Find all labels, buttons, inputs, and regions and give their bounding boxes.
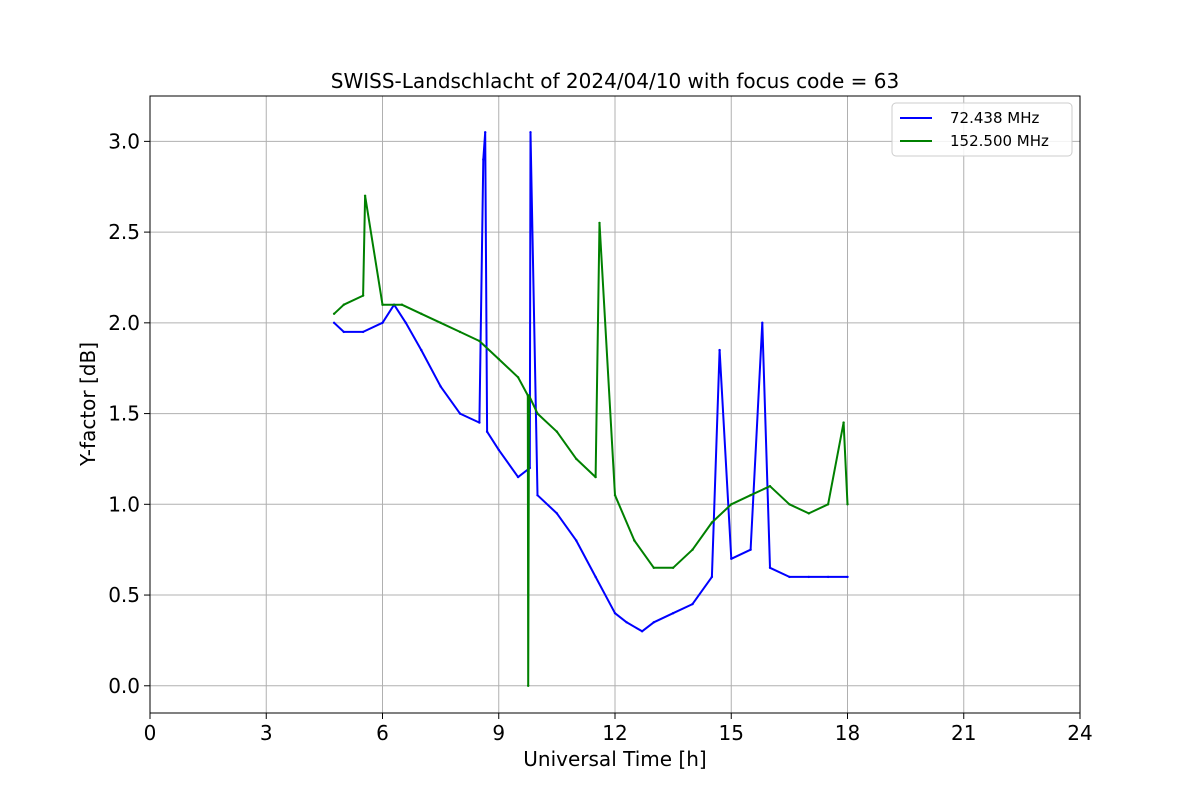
series-1-point xyxy=(536,412,539,415)
series-1-point xyxy=(363,194,367,197)
series-0-point xyxy=(718,348,721,352)
series-1-point xyxy=(458,330,462,334)
series-1-point xyxy=(527,394,531,397)
series-0-point xyxy=(575,539,578,542)
series-1-point xyxy=(613,494,617,497)
y-axis-label: Y-factor [dB] xyxy=(76,342,100,467)
series-0-point xyxy=(482,158,485,161)
series-1-point xyxy=(768,485,772,488)
series-1-point xyxy=(730,503,733,506)
series-1-point xyxy=(671,566,675,569)
series-1-point xyxy=(497,357,500,361)
series-1-point xyxy=(652,566,655,569)
series-1-point xyxy=(478,339,481,343)
series-1-point xyxy=(807,512,810,515)
x-axis: 0 3 6 9 12 15 18 21 24 xyxy=(144,713,1093,745)
series-0-point xyxy=(458,412,462,415)
series-1-point xyxy=(342,303,345,306)
series-0-point xyxy=(788,575,791,579)
series-0-point xyxy=(730,557,733,560)
x-tick-label: 6 xyxy=(376,721,389,745)
series-0-point xyxy=(516,475,520,479)
series-0-point xyxy=(361,330,365,334)
series-layer xyxy=(332,131,849,687)
y-tick-label: 1.5 xyxy=(108,402,140,426)
series-0-point xyxy=(478,421,481,424)
series-0-point xyxy=(807,575,810,579)
x-tick-label: 0 xyxy=(144,721,157,745)
legend-label-152-mhz: 152.500 MHz xyxy=(950,132,1049,150)
legend-box xyxy=(891,102,1073,157)
series-1-point xyxy=(516,376,520,379)
series-1-point xyxy=(361,294,365,297)
series-1-point xyxy=(332,312,336,315)
y-tick-label: 1.0 xyxy=(108,492,140,516)
x-tick-label: 9 xyxy=(492,721,505,745)
series-0-point xyxy=(332,321,336,324)
series-1-point xyxy=(381,303,384,306)
series-line-1 xyxy=(333,194,849,687)
x-tick-label: 18 xyxy=(835,721,860,745)
series-1-point xyxy=(439,321,442,324)
series-0-point xyxy=(846,575,849,579)
x-tick-label: 12 xyxy=(602,721,627,745)
series-1-point xyxy=(788,503,791,506)
x-tick-label: 24 xyxy=(1067,721,1092,745)
series-0-point xyxy=(497,448,500,452)
series-0-point xyxy=(749,548,752,551)
series-0-point xyxy=(484,131,487,134)
y-tick-label: 2.0 xyxy=(108,311,140,335)
series-1-point xyxy=(400,303,404,306)
y-tick-label: 0.5 xyxy=(108,583,140,607)
legend: 72.438 MHz 152.500 MHz xyxy=(891,102,1073,157)
series-0-point xyxy=(594,575,597,579)
series-0-point xyxy=(485,430,489,433)
series-0-point xyxy=(529,131,532,134)
series-0-point xyxy=(671,612,675,615)
series-1-point xyxy=(527,684,530,687)
y-tick-label: 2.5 xyxy=(108,220,140,244)
series-0-point xyxy=(381,321,384,324)
y-tick-label: 0.0 xyxy=(108,674,140,698)
series-0-point xyxy=(555,512,559,515)
series-0-point xyxy=(439,385,442,388)
series-1-point xyxy=(826,503,830,506)
series-0-point xyxy=(768,566,772,569)
series-0-point xyxy=(710,575,714,579)
x-tick-label: 3 xyxy=(260,721,273,745)
series-1-point xyxy=(575,457,578,461)
series-0-point xyxy=(536,494,539,497)
series-1-point xyxy=(598,221,601,225)
series-1-point xyxy=(846,503,849,506)
x-axis-label: Universal Time [h] xyxy=(523,747,706,771)
y-axis: 0.0 0.5 1.0 1.5 2.0 2.5 3.0 xyxy=(108,129,150,698)
series-0-point xyxy=(404,321,407,324)
series-1-point xyxy=(594,475,597,479)
series-0-point xyxy=(640,630,644,633)
series-0-point xyxy=(420,348,423,352)
series-0-point xyxy=(342,330,345,334)
series-0-point xyxy=(761,321,764,324)
series-1-point xyxy=(749,494,752,497)
series-0-point xyxy=(652,621,655,624)
series-1-point xyxy=(633,539,636,542)
series-1-point xyxy=(555,430,559,433)
series-0-point xyxy=(625,621,628,624)
series-1-point xyxy=(842,421,845,424)
series-0-point xyxy=(826,575,830,579)
series-1-point xyxy=(691,548,694,551)
legend-label-72-mhz: 72.438 MHz xyxy=(950,109,1039,127)
series-1-point xyxy=(710,521,714,524)
x-tick-label: 15 xyxy=(719,721,744,745)
series-1-point xyxy=(420,312,423,315)
series-0-point xyxy=(613,612,617,615)
x-tick-label: 21 xyxy=(951,721,976,745)
y-tick-label: 3.0 xyxy=(108,129,140,153)
series-0-point xyxy=(691,602,694,606)
chart-title: SWISS-Landschlacht of 2024/04/10 with fo… xyxy=(331,69,899,93)
